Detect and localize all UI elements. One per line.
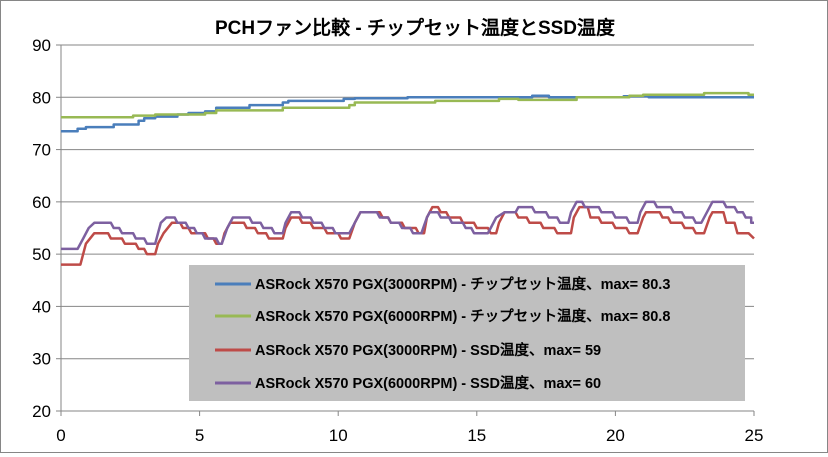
chart-title: PCHファン比較 - チップセット温度とSSD温度 <box>215 16 616 39</box>
x-tick-label: 25 <box>745 426 764 445</box>
y-tick-label: 70 <box>32 141 51 160</box>
series-line-4 <box>61 200 754 251</box>
legend-label-3: ASRock X570 PGX(3000RPM) - SSD温度、max= 59 <box>255 341 601 359</box>
y-tick-label: 50 <box>32 245 51 264</box>
y-tick-label: 90 <box>32 36 51 55</box>
series-line-3 <box>61 205 755 266</box>
legend-label-1: ASRock X570 PGX(3000RPM) - チップセット温度、max=… <box>255 275 670 293</box>
y-axis-ticks: 20 30 40 50 60 70 80 90 <box>32 36 61 421</box>
y-tick-label: 20 <box>32 402 51 421</box>
legend-label-2: ASRock X570 PGX(6000RPM) - チップセット温度、max=… <box>255 307 670 325</box>
x-tick-label: 0 <box>56 426 65 445</box>
x-axis-ticks: 0 5 10 15 20 25 <box>56 411 763 445</box>
series-line-1 <box>61 94 754 133</box>
y-tick-label: 60 <box>32 193 51 212</box>
x-tick-label: 10 <box>329 426 348 445</box>
legend: ASRock X570 PGX(3000RPM) - チップセット温度、max=… <box>189 265 745 401</box>
y-tick-label: 80 <box>32 88 51 107</box>
series-line-2 <box>61 91 754 119</box>
series-lines <box>61 91 755 266</box>
y-tick-label: 30 <box>32 350 51 369</box>
x-tick-label: 20 <box>606 426 625 445</box>
axes <box>60 45 754 412</box>
legend-label-4: ASRock X570 PGX(6000RPM) - SSD温度、max= 60 <box>255 374 601 392</box>
x-tick-label: 15 <box>467 426 486 445</box>
legend-background <box>189 265 745 401</box>
y-tick-label: 40 <box>32 297 51 316</box>
x-tick-label: 5 <box>195 426 204 445</box>
